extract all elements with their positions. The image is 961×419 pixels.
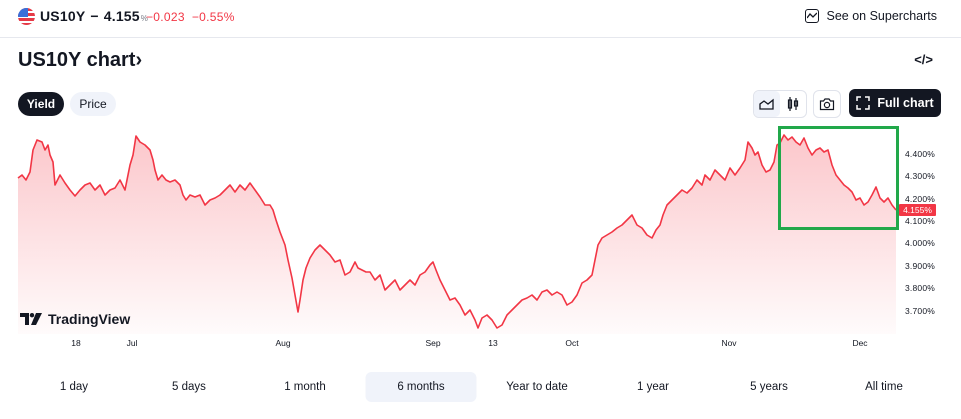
yield-line [17, 134, 897, 329]
range-1-year[interactable]: 1 year [637, 381, 669, 393]
unit: % [140, 14, 149, 23]
range-1-month[interactable]: 1 month [284, 381, 326, 393]
highlight-box [778, 126, 899, 230]
last-value-badge: 4.155% [899, 204, 936, 216]
x-axis-label: Dec [852, 338, 868, 348]
symbol-name: US10Y [40, 8, 86, 24]
range-5-years[interactable]: 5 years [750, 381, 788, 393]
y-axis-label: 4.200% [905, 194, 936, 204]
range-1-day[interactable]: 1 day [59, 381, 89, 393]
area-fill [18, 135, 896, 334]
x-axis-label: Aug [275, 338, 291, 348]
y-axis-label: 3.900% [905, 261, 936, 271]
y-axis-label: 4.400% [905, 149, 936, 159]
range-year-to-date[interactable]: Year to date [506, 381, 568, 393]
fullscreen-icon [856, 96, 871, 110]
full-chart-button[interactable]: Full chart [849, 89, 941, 117]
see-on-supercharts-link[interactable]: See on Supercharts [804, 9, 938, 23]
chart-style-selector [753, 90, 807, 118]
x-axis-label: Jul [126, 338, 138, 348]
symbol-header: US10Y −4.155% −0.023 −0.55% See on Superch… [0, 0, 961, 38]
x-axis-label: Oct [565, 338, 579, 348]
snapshot-button[interactable] [813, 90, 841, 118]
price-toggle[interactable]: Price [70, 92, 116, 116]
symbol-quote: US10Y −4.155% [40, 8, 148, 24]
y-axis-label: 4.000% [905, 238, 936, 248]
tradingview-logo[interactable]: TradingView [20, 311, 130, 327]
camera-icon [819, 98, 835, 111]
y-axis-label: 4.300% [905, 171, 936, 181]
range-all-time[interactable]: All time [865, 381, 903, 393]
change-pct: −0.55% [191, 10, 235, 24]
y-axis-label: 4.100% [905, 216, 936, 226]
range-5-days[interactable]: 5 days [172, 381, 206, 393]
embed-code-icon[interactable]: </> [914, 52, 933, 67]
separator: − [90, 8, 99, 24]
us-flag-icon [18, 8, 35, 25]
chart-line-icon [804, 9, 819, 23]
x-axis-label: 18 [71, 338, 81, 348]
yield-area-chart[interactable] [0, 124, 961, 354]
candles-chart-button[interactable] [780, 91, 806, 117]
tradingview-wordmark: TradingView [48, 311, 131, 327]
change-abs: −0.023 [146, 10, 185, 24]
time-range-selector: 1 day 5 days 1 month 6 months Year to da… [0, 372, 961, 402]
tradingview-logo-icon [20, 313, 42, 325]
x-axis-label: Nov [721, 338, 737, 348]
area-chart-button[interactable] [754, 91, 780, 117]
supercharts-label: See on Supercharts [826, 9, 938, 23]
page-title[interactable]: US10Y chart› [18, 49, 143, 71]
x-axis-label: Sep [425, 338, 441, 348]
candles-icon [787, 97, 799, 111]
full-chart-label: Full chart [877, 96, 934, 110]
last-value: 4.155 [103, 8, 140, 24]
x-axis-label: 13 [488, 338, 498, 348]
y-axis-label: 3.700% [905, 306, 936, 316]
area-chart-icon [759, 98, 774, 110]
range-6-months[interactable]: 6 months [365, 372, 477, 402]
y-axis-label: 3.800% [905, 283, 936, 293]
change: −0.023 −0.55% [146, 10, 235, 24]
yield-toggle[interactable]: Yield [18, 92, 64, 116]
